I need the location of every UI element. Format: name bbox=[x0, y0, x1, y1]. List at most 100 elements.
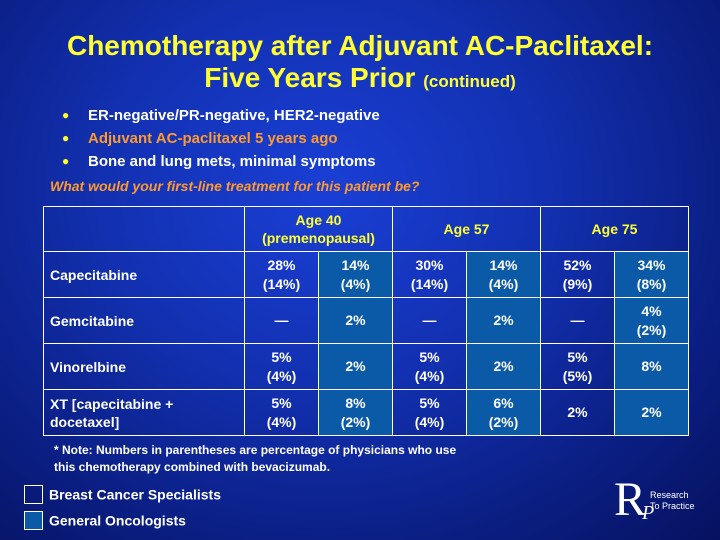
cell-value: 14% bbox=[489, 256, 518, 273]
cell-go-age57: 2% bbox=[466, 343, 541, 390]
header-empty-cell bbox=[43, 206, 245, 252]
row-label: Capecitabine bbox=[43, 251, 245, 298]
cell-bcs-age57: 30% (14%) bbox=[392, 251, 467, 298]
slide-title: Chemotherapy after Adjuvant AC-Paclitaxe… bbox=[0, 30, 720, 98]
cell-go-age57: 14% (4%) bbox=[466, 251, 541, 298]
results-table: Age 40 (premenopausal) Age 57 Age 75 Cap… bbox=[43, 206, 689, 436]
cell-value: 30% bbox=[415, 256, 444, 273]
legend-item-breast-cancer-specialists: Breast Cancer Specialists bbox=[24, 485, 221, 504]
cell-value: 5% bbox=[567, 348, 588, 365]
cell-bcs-age40: — bbox=[244, 297, 319, 344]
cell-bev: (5%) bbox=[562, 367, 593, 384]
cell-bcs-age40: 5% (4%) bbox=[244, 343, 319, 390]
cell-value: 8% bbox=[641, 358, 662, 374]
bullet-text: Adjuvant AC-paclitaxel 5 years ago bbox=[88, 130, 338, 147]
title-line2: Five Years Prior (continued) bbox=[0, 62, 720, 98]
bullet-item: ● Adjuvant AC-paclitaxel 5 years ago bbox=[62, 127, 380, 150]
cell-go-age40: 14% (4%) bbox=[318, 251, 393, 298]
cell-value: 5% bbox=[271, 394, 292, 411]
header-age-57-line1: Age 57 bbox=[443, 221, 490, 237]
cell-bcs-age40: 5% (4%) bbox=[244, 389, 319, 436]
cell-bev: (14%) bbox=[410, 275, 449, 292]
cell-go-age75: 2% bbox=[614, 389, 689, 436]
legend-swatch-icon bbox=[24, 511, 43, 530]
cell-bev: (8%) bbox=[636, 275, 667, 292]
bullet-item: ● Bone and lung mets, minimal symptoms bbox=[62, 150, 380, 173]
cell-bev: (4%) bbox=[414, 413, 445, 430]
cell-value: — bbox=[422, 312, 437, 328]
row-label: Vinorelbine bbox=[43, 343, 245, 390]
table-row-vinorelbine: Vinorelbine 5% (4%) 2% 5% (4%) 2% 5% (5%) 8… bbox=[43, 343, 689, 390]
header-age-75: Age 75 bbox=[540, 206, 689, 252]
cell-go-age40: 2% bbox=[318, 343, 393, 390]
logo-text-line1: Research bbox=[650, 490, 689, 500]
header-age-75-line1: Age 75 bbox=[591, 221, 638, 237]
header-age-40: Age 40 (premenopausal) bbox=[244, 206, 393, 252]
cell-value: 14% bbox=[341, 256, 370, 273]
bullet-list: ● ER-negative/PR-negative, HER2-negative… bbox=[62, 104, 380, 173]
header-age-40-line1: Age 40 bbox=[295, 212, 342, 228]
title-suffix: (continued) bbox=[423, 72, 516, 91]
cell-value: 2% bbox=[641, 404, 662, 420]
header-age-57: Age 57 bbox=[392, 206, 541, 252]
legend-label: General Oncologists bbox=[49, 512, 186, 529]
title-line1: Chemotherapy after Adjuvant AC-Paclitaxe… bbox=[66, 30, 654, 61]
logo-text-line2: To Practice bbox=[650, 501, 695, 511]
cell-value: 4% bbox=[641, 302, 662, 319]
cell-value: 28% bbox=[267, 256, 296, 273]
cell-bev: (4%) bbox=[414, 367, 445, 384]
cell-go-age75: 34% (8%) bbox=[614, 251, 689, 298]
cell-bev: (4%) bbox=[488, 275, 519, 292]
survey-question: What would your first-line treatment for… bbox=[50, 178, 420, 194]
cell-value: 2% bbox=[493, 358, 514, 374]
logo-p-letter: P bbox=[642, 502, 655, 524]
bullet-text: ER-negative/PR-negative, HER2-negative bbox=[88, 107, 380, 124]
cell-bev: (4%) bbox=[266, 413, 297, 430]
cell-bcs-age40: 28% (14%) bbox=[244, 251, 319, 298]
cell-bcs-age75: 52% (9%) bbox=[540, 251, 615, 298]
cell-value: 6% bbox=[493, 394, 514, 411]
cell-bev: (4%) bbox=[266, 367, 297, 384]
cell-bev: (2%) bbox=[488, 413, 519, 430]
cell-value: 5% bbox=[419, 394, 440, 411]
row-label: Gemcitabine bbox=[43, 297, 245, 344]
logo-r-letter: R bbox=[614, 473, 647, 526]
bullet-dot-icon: ● bbox=[62, 131, 70, 145]
cell-value: 5% bbox=[419, 348, 440, 365]
row-label-line1: XT [capecitabine + bbox=[50, 395, 174, 412]
legend-label: Breast Cancer Specialists bbox=[49, 486, 221, 503]
cell-go-age57: 6% (2%) bbox=[466, 389, 541, 436]
table-row-gemcitabine: Gemcitabine — 2% — 2% — 4% (2%) bbox=[43, 297, 689, 344]
footnote: * Note: Numbers in parentheses are perce… bbox=[54, 442, 456, 476]
cell-value: — bbox=[274, 312, 289, 328]
row-label-line2: docetaxel] bbox=[50, 413, 120, 430]
bullet-item: ● ER-negative/PR-negative, HER2-negative bbox=[62, 104, 380, 127]
bullet-text: Bone and lung mets, minimal symptoms bbox=[88, 153, 376, 170]
cell-value: 52% bbox=[563, 256, 592, 273]
legend-swatch-icon bbox=[24, 485, 43, 504]
cell-go-age75: 8% bbox=[614, 343, 689, 390]
cell-bev: (9%) bbox=[562, 275, 593, 292]
table-row-xt: XT [capecitabine + docetaxel] 5% (4%) 8% (2… bbox=[43, 389, 689, 436]
research-to-practice-logo: R P Research To Practice bbox=[612, 473, 712, 528]
cell-go-age75: 4% (2%) bbox=[614, 297, 689, 344]
cell-value: 5% bbox=[271, 348, 292, 365]
cell-go-age57: 2% bbox=[466, 297, 541, 344]
header-age-40-line2: (premenopausal) bbox=[262, 230, 375, 246]
cell-bcs-age75: 5% (5%) bbox=[540, 343, 615, 390]
footnote-line1: * Note: Numbers in parentheses are perce… bbox=[54, 443, 457, 457]
cell-value: 2% bbox=[493, 312, 514, 328]
legend-item-general-oncologists: General Oncologists bbox=[24, 511, 186, 530]
cell-bcs-age57: — bbox=[392, 297, 467, 344]
cell-value: 8% bbox=[345, 394, 366, 411]
row-label: XT [capecitabine + docetaxel] bbox=[43, 389, 245, 436]
cell-bev: (2%) bbox=[636, 321, 667, 338]
title-line2-main: Five Years Prior bbox=[204, 62, 416, 93]
table-header-row: Age 40 (premenopausal) Age 57 Age 75 bbox=[43, 206, 689, 252]
cell-bcs-age75: 2% bbox=[540, 389, 615, 436]
cell-go-age40: 2% bbox=[318, 297, 393, 344]
table-row-capecitabine: Capecitabine 28% (14%) 14% (4%) 30% (14%) 1… bbox=[43, 251, 689, 298]
cell-value: 2% bbox=[567, 404, 588, 420]
cell-value: 2% bbox=[345, 312, 366, 328]
footnote-line2: this chemotherapy combined with bevacizu… bbox=[54, 460, 331, 474]
